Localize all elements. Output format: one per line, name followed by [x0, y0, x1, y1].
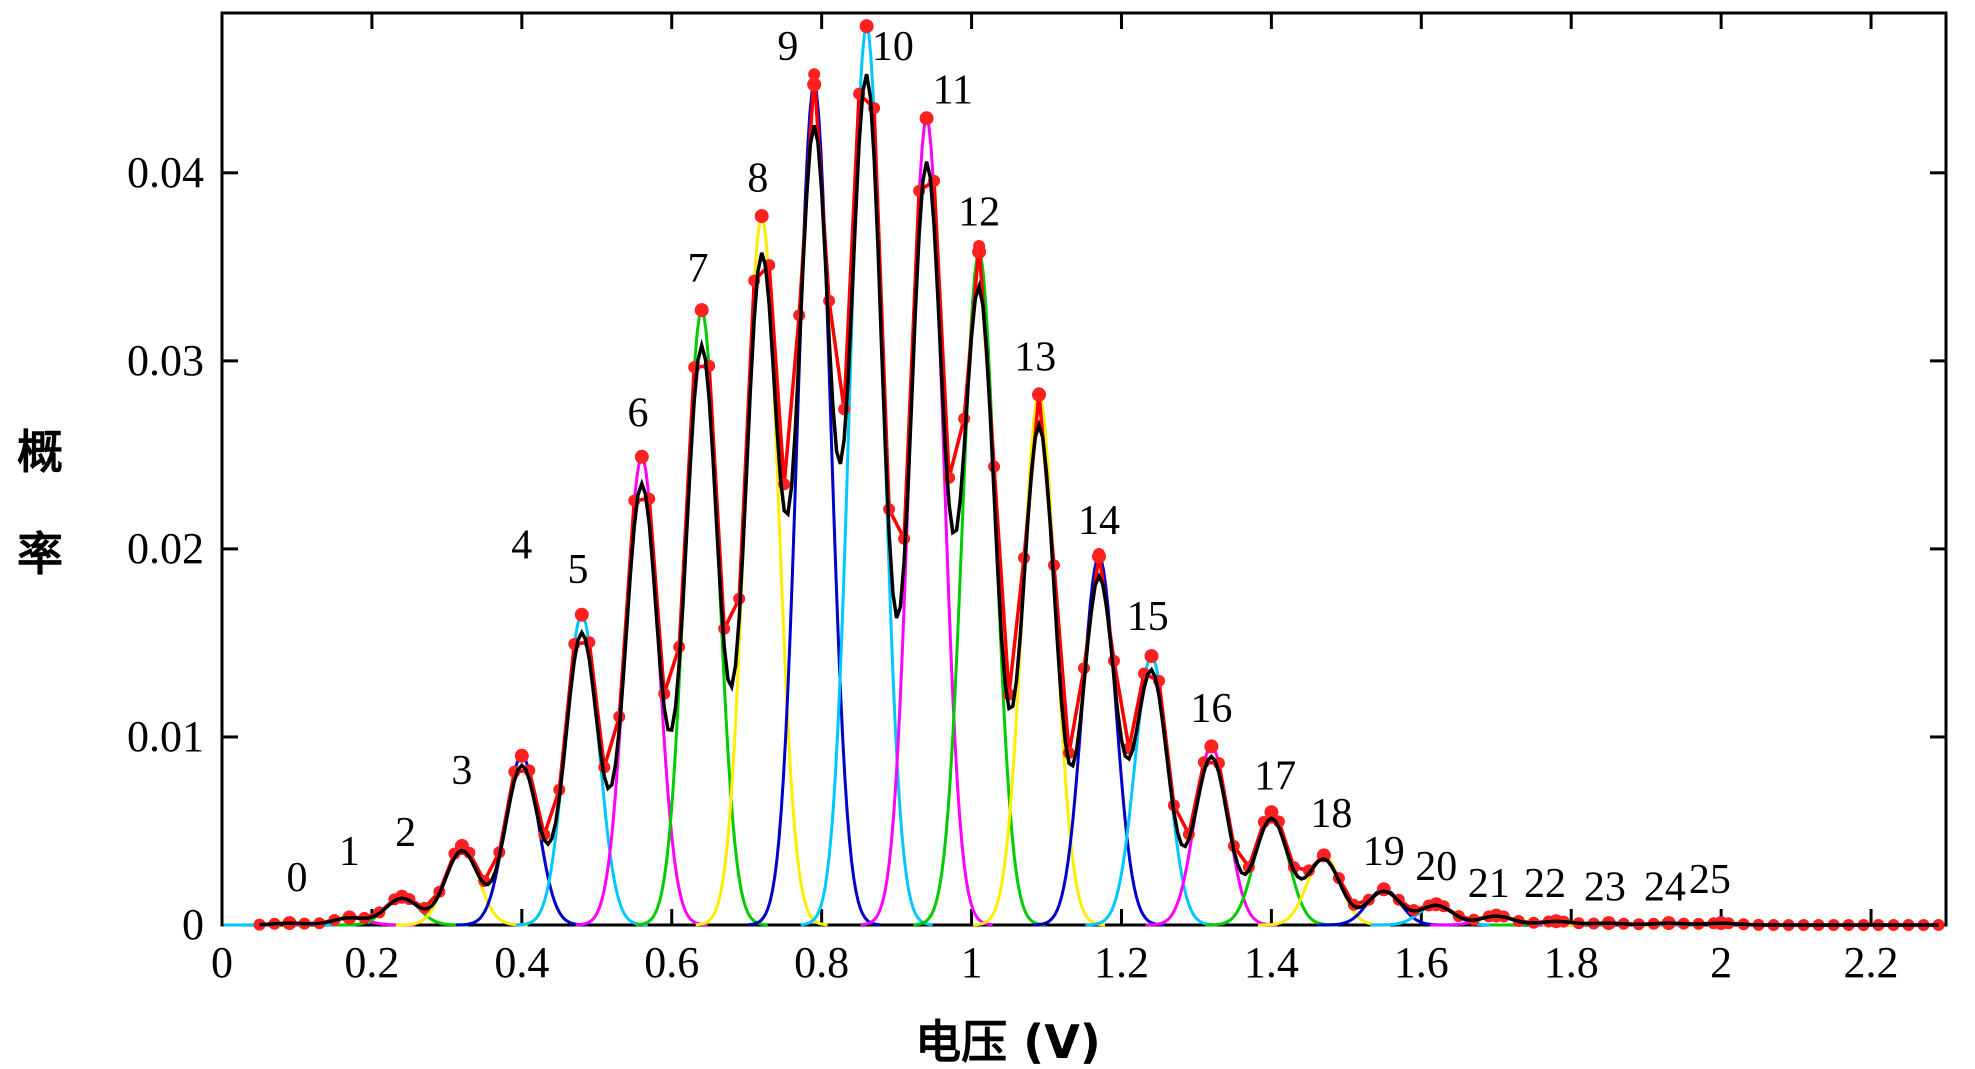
fitted-peak-9	[748, 79, 881, 927]
peak-point-10	[859, 19, 874, 34]
plot-frame	[220, 11, 1948, 927]
peak-label-14: 14	[1078, 498, 1120, 544]
measured-point	[838, 403, 851, 416]
measured-point	[808, 68, 821, 81]
y-axis-title-char-2: 率	[17, 527, 63, 581]
peak-point-11	[919, 111, 934, 126]
peak-label-9: 9	[777, 24, 798, 70]
fitted-peak-8	[695, 211, 828, 927]
peak-label-17: 17	[1254, 754, 1296, 800]
x-tick-label: 1.4	[1244, 938, 1299, 987]
peak-label-15: 15	[1127, 594, 1169, 640]
peak-label-12: 12	[958, 190, 1000, 236]
peak-point-9	[807, 77, 822, 92]
peak-label-21: 21	[1468, 861, 1510, 907]
peak-label-19: 19	[1363, 829, 1405, 875]
peak-label-11: 11	[933, 67, 973, 113]
peak-label-20: 20	[1415, 844, 1457, 890]
peak-label-16: 16	[1190, 686, 1232, 732]
y-tick-label: 0.01	[127, 712, 204, 761]
plot-border	[220, 11, 1948, 927]
peak-point-17	[1264, 805, 1279, 820]
peak-label-13: 13	[1014, 334, 1056, 380]
x-tick-label: 1	[961, 938, 983, 987]
y-tick-label: 0.02	[127, 524, 204, 573]
y-tick-label: 0	[182, 900, 204, 949]
peak-point-4	[514, 748, 529, 763]
y-axis-title-char-1: 概	[17, 425, 63, 479]
peak-label-23: 23	[1584, 865, 1626, 911]
peak-label-7: 7	[688, 246, 709, 292]
peak-point-12	[972, 244, 987, 259]
x-tick-label: 0.4	[494, 938, 549, 987]
x-axis-ticks: 0 0.2 0.4 0.6 0.8 1 1.2 1.4 1.6 1.8 2 2.2	[211, 13, 1899, 987]
x-tick-label: 0	[211, 938, 233, 987]
peak-label-4: 4	[511, 522, 532, 568]
peak-label-0: 0	[287, 855, 308, 901]
peak-point-16	[1204, 739, 1219, 754]
y-tick-label: 0.04	[127, 148, 204, 197]
y-axis-ticks: 0 0.01 0.02 0.03 0.04	[127, 148, 1946, 949]
peak-label-5: 5	[568, 547, 589, 593]
x-axis-title: 电压 (V)	[915, 1015, 1101, 1069]
x-tick-label: 2.2	[1844, 938, 1899, 987]
x-tick-label: 2	[1710, 938, 1732, 987]
peak-label-8: 8	[747, 156, 768, 202]
y-tick-label: 0.03	[127, 336, 204, 385]
peak-point-8	[754, 209, 769, 224]
peak-label-22: 22	[1524, 861, 1566, 907]
peak-label-1: 1	[339, 829, 360, 875]
peak-point-7	[694, 303, 709, 318]
x-tick-label: 0.8	[794, 938, 849, 987]
peak-label-6: 6	[628, 391, 649, 437]
peak-point-14	[1092, 549, 1106, 564]
peak-label-25: 25	[1689, 857, 1731, 903]
fit-sum-series	[259, 73, 1939, 927]
peak-label-3: 3	[451, 748, 472, 794]
peak-label-18: 18	[1310, 791, 1352, 837]
fitted-peak-4	[455, 753, 588, 927]
peak-label-2: 2	[395, 810, 416, 856]
peak-label-24: 24	[1644, 865, 1686, 911]
x-tick-label: 1.8	[1544, 938, 1599, 987]
peak-point-3	[454, 839, 469, 853]
fitted-peak-3	[395, 844, 528, 927]
x-tick-label: 1.6	[1394, 938, 1449, 987]
peak-point-13	[1032, 387, 1046, 402]
fit-sum-line	[259, 73, 1939, 927]
peak-point-5	[574, 607, 589, 622]
x-tick-label: 1.2	[1094, 938, 1149, 987]
x-tick-label: 0.6	[644, 938, 699, 987]
peak-label-10: 10	[872, 24, 914, 70]
peak-point-6	[634, 449, 649, 464]
peak-point-15	[1144, 649, 1159, 664]
fitted-peak-5	[515, 612, 648, 927]
x-tick-label: 0.2	[344, 938, 399, 987]
measured-series	[253, 19, 1945, 931]
